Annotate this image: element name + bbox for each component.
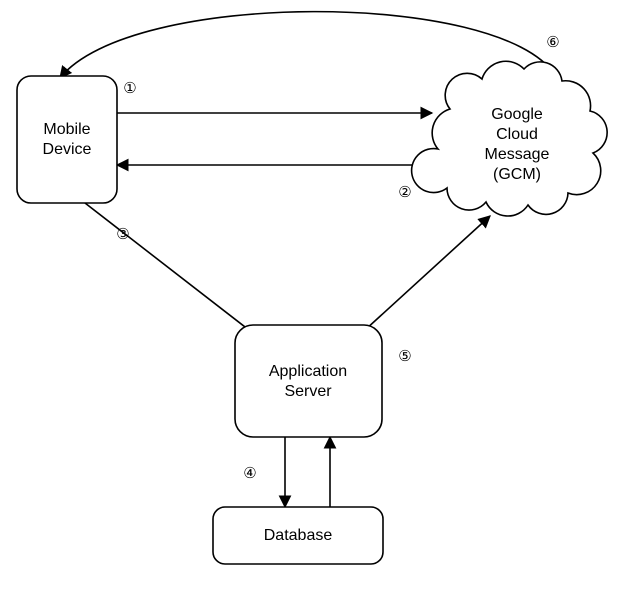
- node-gcm-cloud: Google Cloud Message (GCM): [412, 61, 608, 216]
- step-4-label: ④: [243, 465, 256, 482]
- node-appserver-label-1: Application: [269, 363, 347, 380]
- node-mobile-label-2: Device: [43, 141, 92, 158]
- edge-6: [60, 12, 555, 78]
- node-database: Database: [213, 507, 383, 564]
- node-mobile-device: Mobile Device: [17, 76, 117, 203]
- node-application-server: Application Server: [235, 325, 382, 437]
- step-5-label: ⑤: [398, 348, 411, 365]
- node-appserver-label-2: Server: [284, 383, 332, 400]
- edge-3: [85, 203, 258, 337]
- step-2-label: ②: [398, 184, 411, 201]
- node-gcm-label-2: Cloud: [496, 126, 538, 143]
- node-mobile-label-1: Mobile: [43, 121, 90, 138]
- step-3-label: ③: [116, 226, 129, 243]
- node-gcm-label-1: Google: [491, 106, 543, 123]
- node-database-label: Database: [264, 527, 333, 544]
- node-gcm-label-4: (GCM): [493, 166, 541, 183]
- edge-5: [365, 216, 490, 330]
- step-1-label: ①: [123, 80, 136, 97]
- node-mobile-shape: [17, 76, 117, 203]
- node-appserver-shape: [235, 325, 382, 437]
- step-6-label: ⑥: [546, 34, 559, 51]
- node-gcm-label-3: Message: [485, 146, 550, 163]
